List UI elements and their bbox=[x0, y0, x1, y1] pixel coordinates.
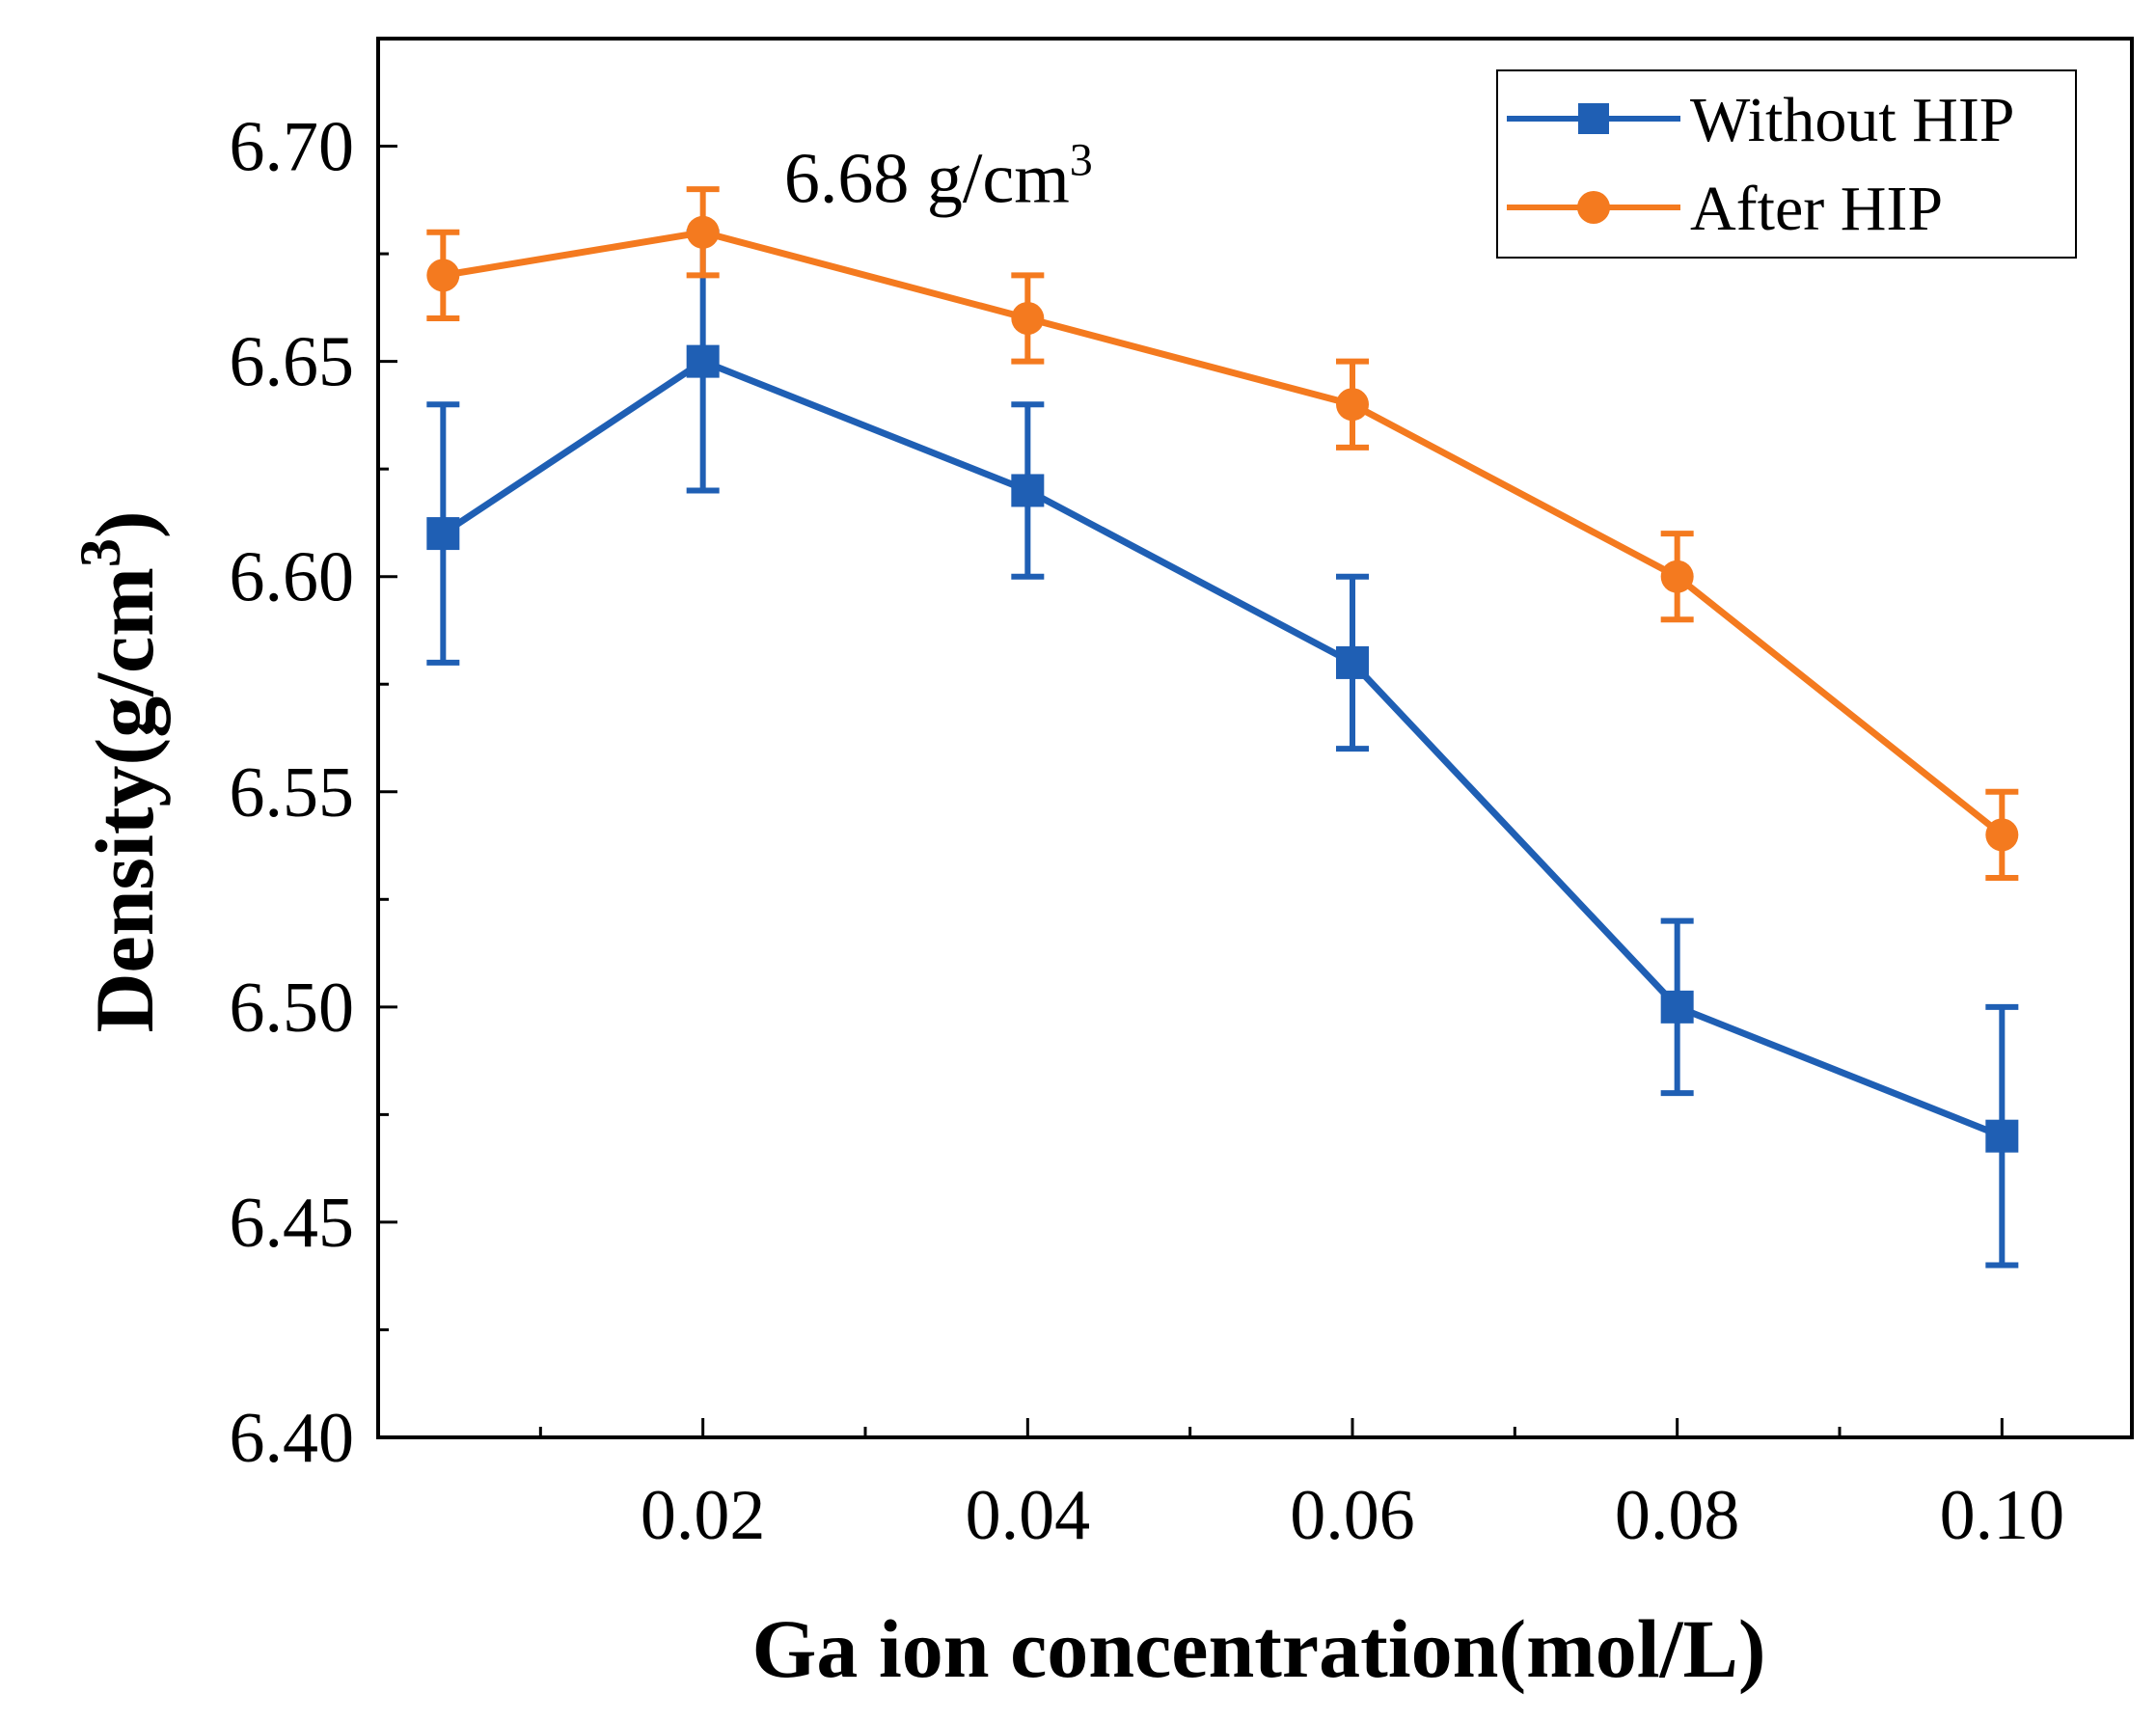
x-tick-label: 0.10 bbox=[1940, 1476, 2065, 1555]
plot-frame bbox=[376, 37, 2134, 1439]
x-tick-label: 0.08 bbox=[1615, 1476, 1740, 1555]
x-axis-title: Ga ion concentration(mol/L) bbox=[751, 1602, 1765, 1695]
y-tick-label: 6.65 bbox=[230, 323, 355, 402]
y-axis-title-superscript: 3 bbox=[68, 538, 132, 567]
y-axis-title-close-paren: ) bbox=[78, 510, 171, 538]
legend-circle-marker bbox=[1577, 191, 1610, 224]
y-tick-label: 6.55 bbox=[230, 753, 355, 833]
y-tick-label: 6.50 bbox=[230, 969, 355, 1048]
legend-label-after-hip: After HIP bbox=[1690, 174, 1943, 244]
legend: Without HIP After HIP bbox=[1496, 69, 2077, 259]
x-tick-label: 0.02 bbox=[641, 1476, 766, 1555]
y-axis-title: Density(g/cm bbox=[78, 567, 171, 1032]
peak-annotation: 6.68 g/cm3 bbox=[784, 135, 1093, 219]
legend-square-marker bbox=[1578, 103, 1609, 134]
y-axis-title-group: Density(g/cm3) bbox=[68, 510, 171, 1032]
y-tick-label: 6.60 bbox=[230, 538, 355, 617]
axes: 0.02 0.04 0.06 0.08 0.10 6.40 6.45 6.50 6.55 6.60… bbox=[230, 37, 2134, 1555]
data-point-without-hip bbox=[426, 517, 460, 551]
data-point-without-hip bbox=[1660, 990, 1694, 1024]
legend-item-without-hip: Without HIP bbox=[1507, 85, 2015, 155]
data-point-without-hip bbox=[686, 344, 720, 378]
legend-box bbox=[1496, 69, 2077, 259]
svg-text:Density(g/cm3): Density(g/cm3) bbox=[68, 510, 171, 1032]
y-tick-label: 6.70 bbox=[230, 108, 355, 187]
legend-label-without-hip: Without HIP bbox=[1690, 85, 2015, 155]
series-line-after-hip bbox=[442, 229, 2005, 838]
peak-annotation-superscript: 3 bbox=[1070, 135, 1093, 186]
y-tick-label: 6.40 bbox=[230, 1399, 355, 1478]
x-tick-label: 0.06 bbox=[1290, 1476, 1415, 1555]
y-tick-label: 6.45 bbox=[230, 1184, 355, 1263]
legend-item-after-hip: After HIP bbox=[1507, 174, 1943, 244]
series-lines bbox=[441, 229, 2005, 1139]
data-point-after-hip bbox=[1985, 818, 2019, 852]
x-tick-label: 0.04 bbox=[966, 1476, 1091, 1555]
data-point-after-hip bbox=[1660, 560, 1694, 593]
error-bars bbox=[426, 186, 2019, 1269]
data-point-without-hip bbox=[1985, 1119, 2019, 1153]
data-point-without-hip bbox=[1336, 645, 1369, 679]
series-markers bbox=[426, 215, 2019, 1153]
data-point-after-hip bbox=[426, 259, 460, 292]
data-point-after-hip bbox=[686, 215, 720, 249]
data-point-without-hip bbox=[1011, 474, 1045, 507]
series-line-without-hip bbox=[441, 358, 2004, 1139]
data-point-after-hip bbox=[1336, 388, 1369, 422]
data-point-after-hip bbox=[1011, 302, 1045, 335]
peak-annotation-text: 6.68 g/cm bbox=[784, 140, 1070, 219]
